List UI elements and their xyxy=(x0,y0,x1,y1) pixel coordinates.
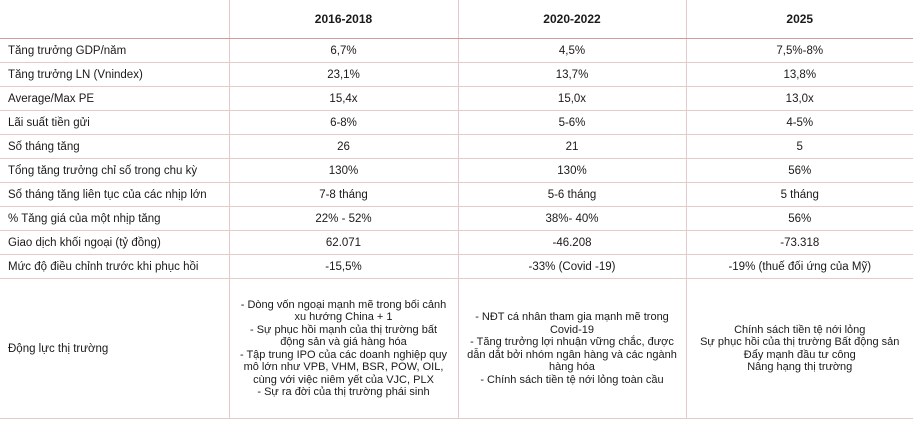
table-cell: -33% (Covid -19) xyxy=(458,254,687,279)
row-label: Tăng trưởng GDP/năm xyxy=(0,38,230,63)
table-cell: 5 tháng xyxy=(686,182,913,207)
table-cell: 6-8% xyxy=(229,110,459,135)
table-cell: 13,0x xyxy=(686,86,913,111)
table-row: Số tháng tăng 26 21 5 xyxy=(0,134,913,159)
table-cell: -15,5% xyxy=(229,254,459,279)
table-cell: 15,0x xyxy=(458,86,687,111)
table-cell: 21 xyxy=(458,134,687,159)
table-row: Giao dịch khối ngoại (tỷ đồng) 62.071 -4… xyxy=(0,230,913,255)
row-label: Số tháng tăng xyxy=(0,134,230,159)
table-row: Tăng trưởng GDP/năm 6,7% 4,5% 7,5%-8% xyxy=(0,38,913,63)
table-cell: -73.318 xyxy=(686,230,913,255)
table-row: Tổng tăng trưởng chỉ số trong chu kỳ 130… xyxy=(0,158,913,183)
table-row: Mức độ điều chỉnh trước khi phục hồi -15… xyxy=(0,254,913,279)
table-cell: 7,5%-8% xyxy=(686,38,913,63)
table-cell: 56% xyxy=(686,206,913,231)
table-cell: 5 xyxy=(686,134,913,159)
table-cell: 4,5% xyxy=(458,38,687,63)
table-cell: 6,7% xyxy=(229,38,459,63)
header-cell-label xyxy=(0,0,230,39)
row-label: Số tháng tăng liên tục của các nhịp lớn xyxy=(0,182,230,207)
table-row: Số tháng tăng liên tục của các nhịp lớn … xyxy=(0,182,913,207)
table-cell: 38%- 40% xyxy=(458,206,687,231)
row-label: Động lực thị trường xyxy=(0,278,230,419)
table-row: % Tăng giá của một nhịp tăng 22% - 52% 3… xyxy=(0,206,913,231)
table-row-drivers: Động lực thị trường - Dòng vốn ngoại mạn… xyxy=(0,278,913,419)
table-cell: 13,7% xyxy=(458,62,687,87)
table-cell: 4-5% xyxy=(686,110,913,135)
row-label: Lãi suất tiền gửi xyxy=(0,110,230,135)
table-row: Lãi suất tiền gửi 6-8% 5-6% 4-5% xyxy=(0,110,913,135)
header-cell-2020-2022: 2020-2022 xyxy=(458,0,687,39)
table-cell: 23,1% xyxy=(229,62,459,87)
table-cell: -46.208 xyxy=(458,230,687,255)
header-cell-2025: 2025 xyxy=(686,0,913,39)
table-cell: 56% xyxy=(686,158,913,183)
table-row: Tăng trưởng LN (Vnindex) 23,1% 13,7% 13,… xyxy=(0,62,913,87)
row-label: Tổng tăng trưởng chỉ số trong chu kỳ xyxy=(0,158,230,183)
row-label: Giao dịch khối ngoại (tỷ đồng) xyxy=(0,230,230,255)
row-label: Tăng trưởng LN (Vnindex) xyxy=(0,62,230,87)
row-label: % Tăng giá của một nhịp tăng xyxy=(0,206,230,231)
driver-cell-2025: Chính sách tiền tệ nới lỏng Sự phục hồi … xyxy=(686,278,913,419)
row-label: Mức độ điều chỉnh trước khi phục hồi xyxy=(0,254,230,279)
header-cell-2016-2018: 2016-2018 xyxy=(229,0,459,39)
header-row: 2016-2018 2020-2022 2025 xyxy=(0,0,913,39)
table-cell: 26 xyxy=(229,134,459,159)
table-cell: 22% - 52% xyxy=(229,206,459,231)
table-cell: 15,4x xyxy=(229,86,459,111)
table-cell: 5-6 tháng xyxy=(458,182,687,207)
table-cell: 13,8% xyxy=(686,62,913,87)
table-cell: 7-8 tháng xyxy=(229,182,459,207)
table-row: Average/Max PE 15,4x 15,0x 13,0x xyxy=(0,86,913,111)
table-cell: 130% xyxy=(229,158,459,183)
table-cell: 5-6% xyxy=(458,110,687,135)
driver-cell-2020-2022: - NĐT cá nhân tham gia mạnh mẽ trong Cov… xyxy=(458,278,687,419)
table-cell: -19% (thuế đối ứng của Mỹ) xyxy=(686,254,913,279)
row-label: Average/Max PE xyxy=(0,86,230,111)
driver-cell-2016-2018: - Dòng vốn ngoại mạnh mẽ trong bối cảnh … xyxy=(229,278,459,419)
table-cell: 130% xyxy=(458,158,687,183)
table-cell: 62.071 xyxy=(229,230,459,255)
